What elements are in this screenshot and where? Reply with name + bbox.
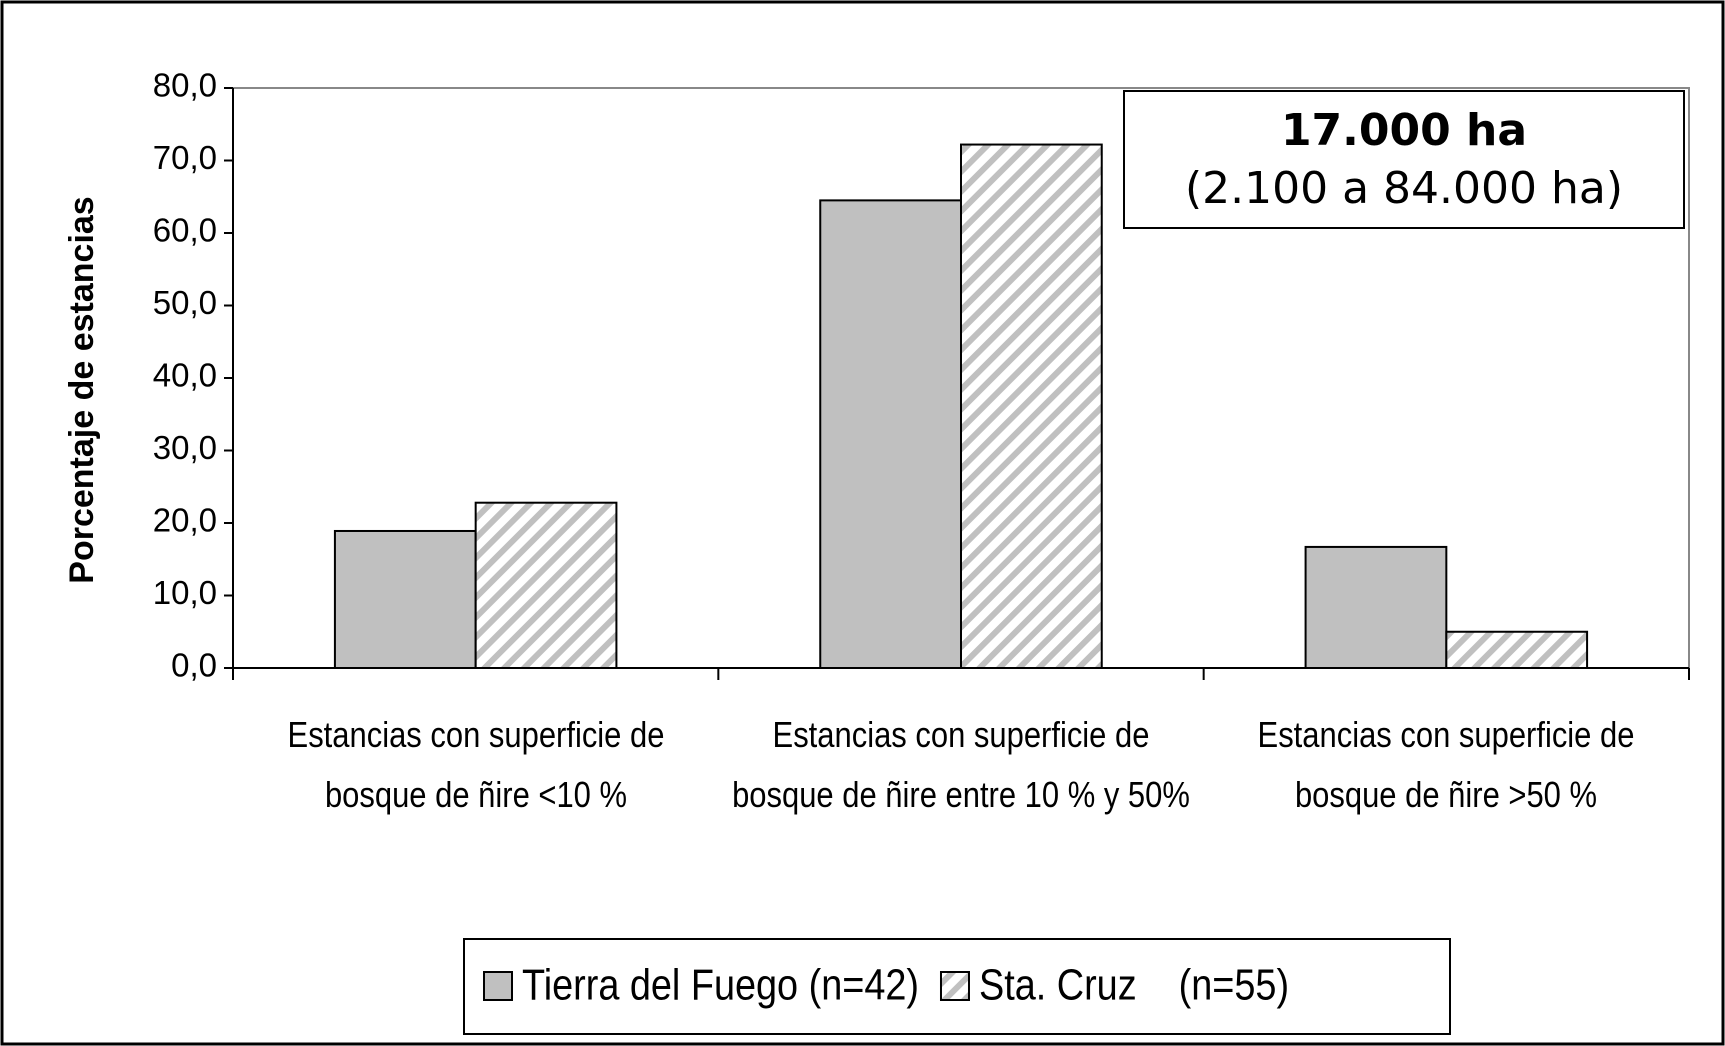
bar (960, 143, 1103, 670)
annotation: 17.000 ha (1281, 105, 1527, 156)
x-tick-label: Estancias con superficie de bosque de ñi… (732, 714, 1190, 815)
legend-swatch (483, 971, 513, 1001)
y-axis-title: Porcentaje de estancias (63, 196, 101, 583)
legend-label: Sta. Cruz (n=55) (979, 960, 1289, 1009)
y-tick-label: 40,0 (153, 357, 217, 394)
legend-swatch (939, 971, 970, 1001)
bar (474, 501, 618, 670)
annotation-box (1123, 90, 1685, 229)
x-tick-label: Estancias con superficie de bosque de ñi… (1257, 714, 1635, 815)
legend-label: Tierra del Fuego (n=42) (522, 960, 919, 1009)
x-tick-label: Estancias con superficie de bosque de ñi… (287, 714, 665, 815)
bar (1304, 545, 1448, 669)
y-tick-label: 80,0 (153, 67, 217, 104)
y-tick-label: 10,0 (153, 574, 217, 611)
y-tick-label: 0,0 (171, 647, 217, 684)
y-tick-label: 20,0 (153, 502, 217, 539)
y-tick-label: 60,0 (153, 212, 217, 249)
y-tick-label: 70,0 (153, 139, 217, 176)
annotation: (2.100 a 84.000 ha) (1185, 163, 1623, 214)
bar (819, 199, 963, 669)
bar (1445, 630, 1589, 669)
bar (333, 529, 477, 669)
y-tick-label: 30,0 (153, 429, 217, 466)
y-tick-label: 50,0 (153, 284, 217, 321)
